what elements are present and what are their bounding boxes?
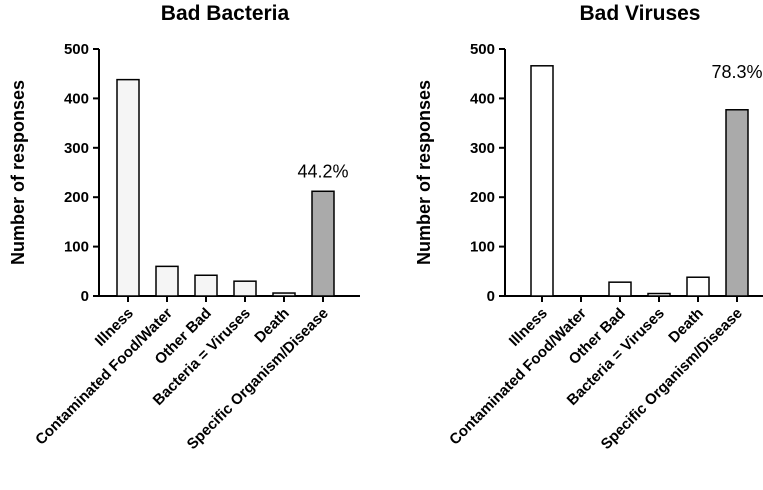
chart-panel-1: Bad Bacteria Number of responses 0 100 200 30… bbox=[8, 2, 360, 453]
y-tick-label: 0 bbox=[487, 288, 495, 305]
chart-title: Bad Bacteria bbox=[161, 2, 290, 25]
chart-panel-2: Bad Viruses Number of responses 0 100 200 300… bbox=[414, 2, 763, 453]
bar-death bbox=[686, 276, 710, 297]
y-tick-label: 500 bbox=[64, 41, 89, 58]
bar-bacteria-viruses bbox=[233, 280, 257, 297]
bar-contaminated-food-water bbox=[155, 265, 179, 297]
bar-other-bad bbox=[608, 281, 632, 297]
y-tick-label: 500 bbox=[470, 41, 495, 58]
percentage-annotation: 78.3% bbox=[711, 62, 762, 82]
bar-bacteria-viruses bbox=[647, 292, 671, 297]
percentage-annotation: 44.2% bbox=[297, 161, 348, 181]
bar-illness bbox=[530, 65, 554, 297]
y-tick-label: 100 bbox=[64, 239, 89, 256]
y-axis-label: Number of responses bbox=[8, 80, 28, 265]
y-tick-label: 100 bbox=[470, 239, 495, 256]
bar-illness bbox=[116, 78, 140, 297]
bar-other-bad bbox=[194, 274, 218, 297]
chart-title: Bad Viruses bbox=[579, 2, 700, 25]
y-tick-label: 400 bbox=[470, 90, 495, 107]
y-tick-label: 200 bbox=[64, 189, 89, 206]
y-tick-label: 400 bbox=[64, 90, 89, 107]
bar-death bbox=[272, 292, 296, 297]
y-tick-label: 300 bbox=[470, 140, 495, 157]
y-tick-label: 300 bbox=[64, 140, 89, 157]
y-tick-label: 0 bbox=[81, 288, 89, 305]
bar-specific-organism-disease bbox=[725, 109, 749, 297]
y-axis-label: Number of responses bbox=[414, 80, 434, 265]
bar-specific-organism-disease bbox=[311, 190, 335, 297]
y-tick-label: 200 bbox=[470, 189, 495, 206]
